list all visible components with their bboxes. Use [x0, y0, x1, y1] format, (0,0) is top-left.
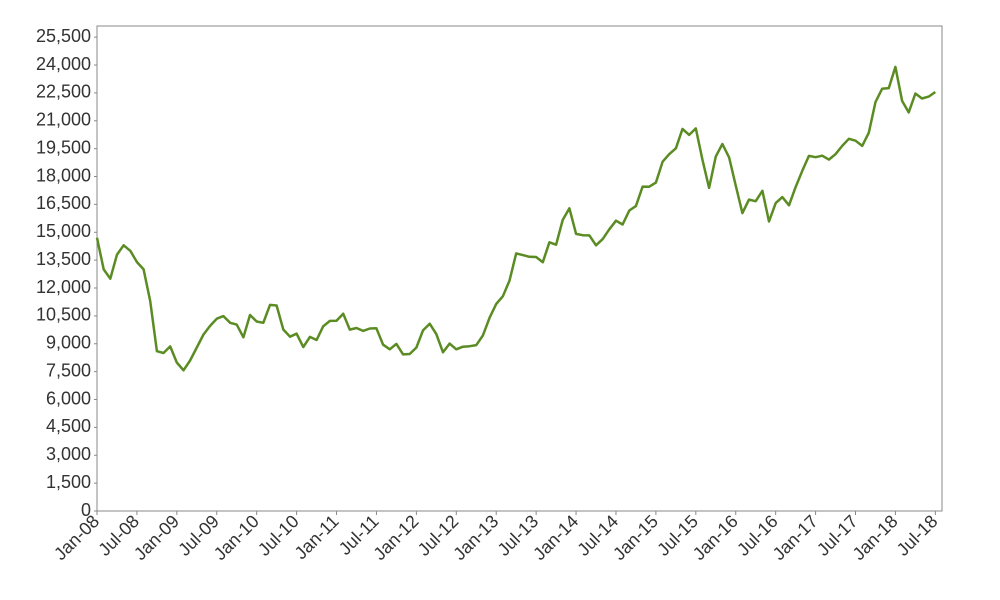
y-tick-label: 7,500	[46, 360, 91, 380]
x-tick-label: Jul-18	[893, 511, 942, 560]
x-tick-label: Jan-08	[50, 511, 103, 564]
y-tick-label: 24,000	[36, 54, 91, 74]
y-tick-label: 12,000	[36, 277, 91, 297]
y-tick-label: 10,500	[36, 305, 91, 325]
y-tick-label: 3,000	[46, 444, 91, 464]
y-tick-label: 25,500	[36, 26, 91, 46]
y-tick-label: 1,500	[46, 472, 91, 492]
y-tick-label: 9,000	[46, 333, 91, 353]
x-tick-label: Jan-15	[609, 511, 662, 564]
x-tick-label: Jan-17	[769, 511, 822, 564]
y-tick-label: 13,500	[36, 249, 91, 269]
y-tick-label: 22,500	[36, 82, 91, 102]
y-tick-label: 21,000	[36, 110, 91, 130]
y-tick-label: 16,500	[36, 193, 91, 213]
y-tick-label: 15,000	[36, 221, 91, 241]
x-tick-label: Jan-16	[689, 511, 742, 564]
x-tick-label: Jan-10	[210, 511, 263, 564]
line-series	[95, 65, 937, 372]
y-tick-label: 19,500	[36, 137, 91, 157]
plot-frame	[96, 25, 943, 512]
x-tick-label: Jan-13	[449, 511, 502, 564]
x-tick-label: Jan-18	[849, 511, 902, 564]
y-tick-label: 18,000	[36, 165, 91, 185]
x-tick-label: Jan-09	[130, 511, 183, 564]
x-tick-label: Jan-11	[291, 511, 343, 563]
y-tick-label: 0	[81, 500, 91, 520]
y-tick-label: 6,000	[46, 388, 91, 408]
x-tick-label: Jan-14	[529, 511, 582, 564]
x-tick-label: Jan-12	[369, 511, 422, 564]
y-tick-label: 4,500	[46, 416, 91, 436]
